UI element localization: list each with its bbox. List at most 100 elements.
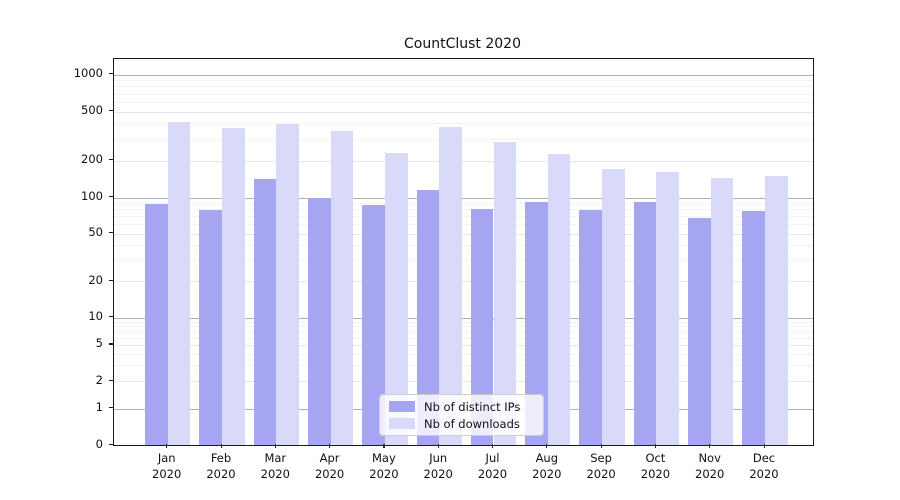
gridline xyxy=(114,326,813,328)
x-tick xyxy=(383,444,385,448)
y-tick-label: 10 xyxy=(88,309,103,323)
bar-distinct-ips xyxy=(199,209,222,445)
x-tick xyxy=(274,444,276,448)
x-tick-label: Jul 2020 xyxy=(477,451,508,481)
y-tick xyxy=(109,159,113,161)
bar-distinct-ips xyxy=(362,204,385,445)
bar-downloads xyxy=(384,152,408,445)
gridline xyxy=(114,123,813,125)
y-tick-label: 20 xyxy=(88,272,103,287)
bar-distinct-ips xyxy=(307,197,331,445)
gridline xyxy=(114,197,813,199)
bar-downloads xyxy=(276,124,299,445)
y-tick-label: 50 xyxy=(88,225,103,240)
bar-downloads xyxy=(330,130,354,445)
x-tick-label: Dec 2020 xyxy=(749,451,779,481)
legend-item-distinct-ips: Nb of distinct IPs xyxy=(380,400,543,414)
x-tick xyxy=(329,444,331,448)
y-tick-label: 200 xyxy=(81,152,103,166)
x-tick xyxy=(600,444,602,448)
gridline xyxy=(114,260,813,262)
y-tick xyxy=(109,232,113,234)
y-tick-label: 0 xyxy=(95,436,103,451)
gridline xyxy=(114,209,813,211)
gridline xyxy=(114,86,813,88)
x-tick-label: Aug 2020 xyxy=(532,451,562,481)
gridline xyxy=(114,101,813,103)
bar-distinct-ips xyxy=(633,201,657,445)
bar-distinct-ips xyxy=(416,189,440,445)
bar-downloads xyxy=(547,153,571,445)
gridline xyxy=(114,344,813,346)
gridline xyxy=(114,111,813,113)
gridline xyxy=(114,80,813,82)
bar-distinct-ips xyxy=(253,178,277,445)
bar-distinct-ips xyxy=(470,208,494,445)
gridline xyxy=(114,317,813,319)
x-tick xyxy=(220,444,222,448)
x-tick xyxy=(763,444,765,448)
y-tick xyxy=(109,343,113,345)
bar-distinct-ips xyxy=(145,204,168,445)
bar-downloads xyxy=(439,126,462,445)
y-tick xyxy=(109,407,113,409)
gridline xyxy=(114,138,813,140)
bar-downloads xyxy=(710,178,734,445)
x-tick xyxy=(709,444,711,448)
bar-downloads xyxy=(602,168,625,445)
legend-item-downloads: Nb of downloads xyxy=(380,417,543,431)
y-tick-label: 1000 xyxy=(73,66,103,80)
x-tick xyxy=(492,444,494,448)
y-tick xyxy=(109,379,113,381)
gridline xyxy=(114,74,813,76)
bar-downloads xyxy=(222,127,245,445)
x-tick-label: Jan 2020 xyxy=(152,451,182,481)
legend-label-downloads: Nb of downloads xyxy=(424,416,520,431)
legend-swatch-downloads xyxy=(389,418,415,429)
bar-distinct-ips xyxy=(525,201,548,445)
chart-title: CountClust 2020 xyxy=(404,36,521,52)
bar-downloads xyxy=(493,141,517,445)
gridline xyxy=(114,321,813,323)
gridline xyxy=(114,353,813,355)
legend-swatch-distinct-ips xyxy=(389,401,415,412)
bar-distinct-ips xyxy=(579,210,603,445)
bar-downloads xyxy=(765,175,788,445)
x-tick xyxy=(166,444,168,448)
x-tick xyxy=(546,444,548,448)
gridline xyxy=(114,281,813,283)
gridline xyxy=(114,233,813,235)
y-tick-label: 500 xyxy=(81,103,103,117)
gridline xyxy=(114,224,813,226)
legend: Nb of distinct IPs Nb of downloads xyxy=(379,394,544,436)
y-tick-label: 2 xyxy=(95,372,103,387)
gridline xyxy=(114,203,813,204)
y-tick xyxy=(109,443,113,445)
x-tick-label: Apr 2020 xyxy=(314,451,345,481)
x-tick-label: Nov 2020 xyxy=(695,451,725,481)
bar-distinct-ips xyxy=(742,211,765,445)
y-tick-label: 100 xyxy=(81,189,103,203)
y-tick xyxy=(109,110,113,112)
gridline xyxy=(114,331,813,333)
y-tick xyxy=(109,196,113,198)
bar-downloads xyxy=(656,172,680,445)
x-tick-label: Jun 2020 xyxy=(423,451,453,481)
gridline xyxy=(114,381,813,383)
gridline xyxy=(114,337,813,339)
x-tick-label: Feb 2020 xyxy=(206,451,236,481)
x-tick xyxy=(437,444,439,448)
x-tick-label: Mar 2020 xyxy=(260,451,290,481)
legend-label-distinct-ips: Nb of distinct IPs xyxy=(424,399,521,414)
y-tick xyxy=(109,73,113,75)
gridline xyxy=(114,216,813,218)
gridline xyxy=(114,93,813,95)
gridline xyxy=(114,365,813,367)
gridline xyxy=(114,160,813,162)
x-tick-label: Sep 2020 xyxy=(586,451,616,481)
bar-distinct-ips xyxy=(688,218,711,445)
bar-downloads xyxy=(167,122,191,445)
y-tick-label: 5 xyxy=(95,336,103,351)
plot-area xyxy=(113,58,814,446)
